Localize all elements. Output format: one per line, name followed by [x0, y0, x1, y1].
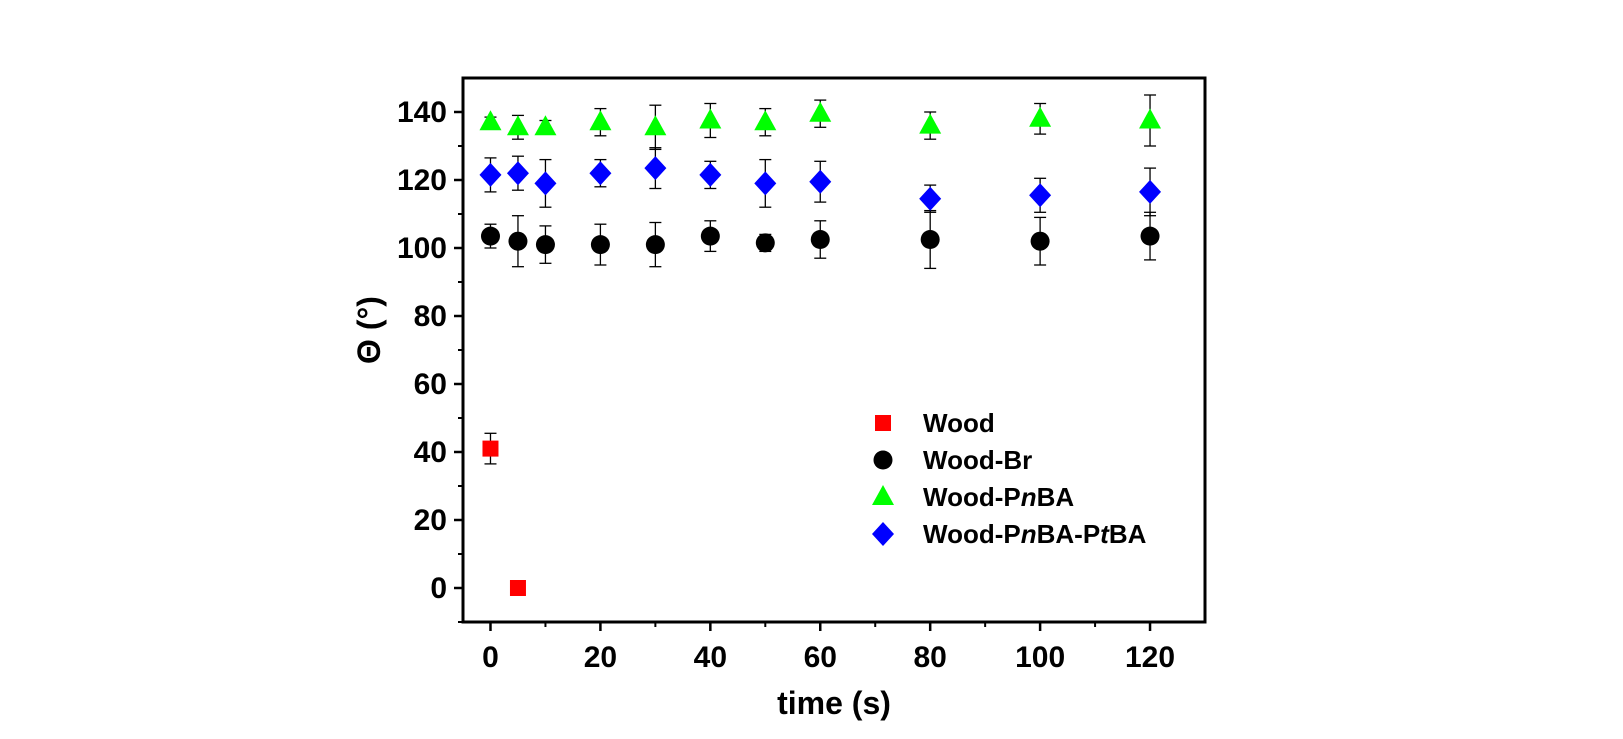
x-tick-label-0: 0: [482, 641, 499, 674]
y-tick-label-40: 40: [414, 436, 447, 469]
wood-br-point-2: [535, 235, 555, 255]
wood-pnba-ptba-point-2: [534, 171, 557, 196]
x-tick-label-120: 120: [1125, 641, 1175, 674]
y-tick-label-120: 120: [397, 164, 447, 197]
x-tick-label-100: 100: [1015, 641, 1065, 674]
legend-label-3: Wood-PnBA-PtBA: [923, 519, 1147, 549]
wood-point-1: [509, 580, 526, 596]
legend-label-2-part-2: BA: [1037, 482, 1075, 512]
legend-label-3-part-2: BA-P: [1037, 519, 1101, 549]
wood-pnba-point-6: [754, 110, 777, 131]
wood-br-point-5: [700, 226, 720, 246]
wood-br-point-9: [1030, 231, 1050, 251]
wood-pnba-point-0: [479, 110, 502, 131]
wood-pnba-point-9: [1029, 106, 1052, 127]
legend-label-0-part-0: Wood: [923, 408, 995, 438]
wood-pnba-point-7: [809, 101, 832, 122]
legend-marker-1: [873, 450, 893, 470]
wood-pnba-point-8: [919, 113, 942, 134]
wood-pnba-ptba-point-4: [644, 156, 667, 181]
wood-br-point-10: [1140, 226, 1160, 246]
chart-axes: 0 20 40 60 80 100 120 0 20 40 60 80 100 120 140: [397, 76, 1207, 674]
wood-pnba-ptba-point-7: [809, 169, 832, 194]
legend-label-3-part-0: Wood-P: [923, 519, 1021, 549]
wood-br-point-0: [480, 226, 500, 246]
legend-label-3-part-1: n: [1021, 519, 1037, 549]
wood-br-point-8: [920, 230, 940, 249]
legend-label-2-part-0: Wood-P: [923, 482, 1021, 512]
wood-pnba-ptba-point-9: [1029, 183, 1052, 208]
legend-label-0: Wood: [923, 408, 995, 438]
wood-br-point-7: [810, 230, 830, 249]
wood-pnba-point-3: [589, 110, 612, 131]
wood-pnba-ptba-point-1: [506, 161, 529, 186]
wood-br-point-1: [508, 231, 528, 251]
y-tick-label-60: 60: [414, 368, 447, 401]
wood-pnba-point-5: [699, 108, 722, 129]
legend-label-3-part-4: BA: [1109, 519, 1147, 549]
chart-marks: [479, 94, 1162, 596]
x-tick-label-20: 20: [584, 641, 617, 674]
legend-label-1: Wood-Br: [923, 445, 1032, 475]
wood-pnba-point-2: [534, 115, 557, 136]
x-tick-label-80: 80: [913, 641, 946, 674]
y-tick-label-100: 100: [397, 232, 447, 265]
wood-br-point-3: [590, 235, 610, 255]
wood-pnba-ptba-point-10: [1139, 179, 1162, 204]
legend-label-2: Wood-PnBA: [923, 482, 1074, 512]
wood-pnba-ptba-point-0: [479, 162, 502, 187]
wood-point-0: [482, 440, 499, 457]
y-axis-label: Θ (°): [351, 296, 387, 364]
wood-pnba-ptba-point-6: [754, 171, 777, 196]
wood-pnba-point-4: [644, 115, 667, 136]
wood-pnba-point-10: [1139, 108, 1162, 129]
wood-pnba-ptba-point-3: [589, 161, 612, 186]
y-tick-label-140: 140: [397, 96, 447, 129]
legend-marker-2: [872, 485, 894, 505]
legend-label-1-part-0: Wood-Br: [923, 445, 1032, 475]
wood-br-point-4: [645, 235, 665, 255]
wood-br-point-6: [755, 233, 775, 253]
legend-marker-3: [872, 522, 894, 546]
legend-marker-0: [875, 415, 891, 431]
x-tick-label-40: 40: [694, 641, 727, 674]
y-tick-label-80: 80: [414, 300, 447, 333]
x-axis-label: time (s): [777, 685, 891, 721]
legend-label-3-part-3: t: [1100, 519, 1110, 549]
y-tick-label-20: 20: [414, 504, 447, 537]
x-tick-label-60: 60: [804, 641, 837, 674]
legend-label-2-part-1: n: [1021, 482, 1037, 512]
wood-pnba-point-1: [506, 115, 529, 136]
y-tick-label-0: 0: [430, 572, 447, 605]
wood-pnba-ptba-point-8: [919, 186, 942, 211]
wood-pnba-ptba-point-5: [699, 162, 722, 187]
